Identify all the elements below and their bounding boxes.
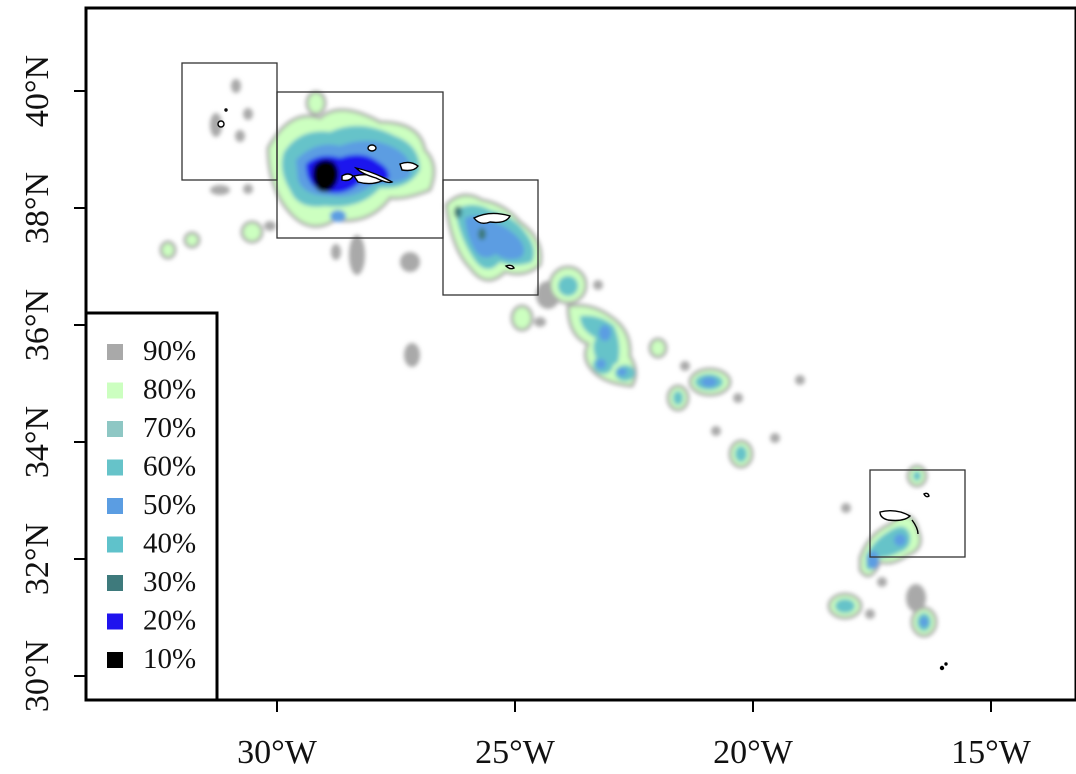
y-tick-label: 38°N [19,172,56,244]
legend-swatch [107,459,123,476]
legend-label: 70% [143,412,196,444]
island-graciosa [367,144,377,152]
legend-swatch [107,498,123,514]
islands [217,108,948,671]
y-tick-label: 40°N [19,55,56,127]
x-tick-label: 25°W [475,734,556,771]
island-terceira [399,161,419,172]
island-flores [217,120,225,128]
x-tick-label: 30°W [237,734,318,771]
legend-label: 10% [143,643,196,675]
legend-item: 50% [107,489,196,521]
island-porto-santo [923,492,930,498]
box-madeira [869,469,966,558]
y-tick-label: 34°N [19,406,56,478]
x-tick-label: 20°W [713,734,794,771]
legend-label: 20% [143,605,196,637]
legend-item: 30% [107,566,196,598]
legend-swatch [107,344,123,360]
island-madeira [879,509,912,522]
contour-10 [312,159,339,192]
legend-label: 60% [143,451,196,483]
box-azores-eastern [442,179,539,296]
y-tick-label: 36°N [19,289,56,361]
legend-item: 20% [107,605,196,637]
island-sao-miguel [472,212,511,225]
island-corvo [224,108,228,112]
legend-label: 30% [143,566,196,598]
legend-label: 80% [143,374,196,406]
island-santa-maria [504,264,515,270]
legend-swatch [107,382,123,399]
x-tick-label: 15°W [951,734,1032,771]
legend-swatch [107,421,123,437]
legend-label: 50% [143,489,196,521]
island-selvagens-2 [944,662,948,666]
legend-item: 40% [107,528,196,560]
x-axis: 30°W 25°W 20°W 15°W [237,700,1032,771]
y-axis: 30°N 32°N 34°N 36°N 38°N 40°N [19,55,86,712]
legend-item: 80% [107,374,196,406]
map-frame [84,6,1076,702]
legend-swatch [107,536,123,553]
island-selvagens [939,665,945,671]
legend-swatch [107,613,123,630]
island-faial [341,173,354,182]
legend-swatch [107,575,123,591]
legend-item: 90% [107,335,196,367]
legend-swatch [107,652,123,668]
contour-90 [210,79,926,619]
contour-30 [454,206,486,240]
legend-item: 60% [107,451,196,483]
legend-label: 90% [143,335,196,367]
island-sao-jorge [353,166,394,184]
legend-label: 40% [143,528,196,560]
legend-item: 70% [107,412,196,444]
box-azores-central [276,91,444,239]
y-tick-label: 30°N [19,640,56,712]
density-contours [159,79,938,638]
study-boxes [181,62,966,558]
legend-item: 10% [107,643,196,675]
legend: 90% 80% 70% 60% 50% 40% 30% 20% 10% [84,311,219,702]
island-desertas [911,519,919,535]
y-tick-label: 32°N [19,523,56,595]
